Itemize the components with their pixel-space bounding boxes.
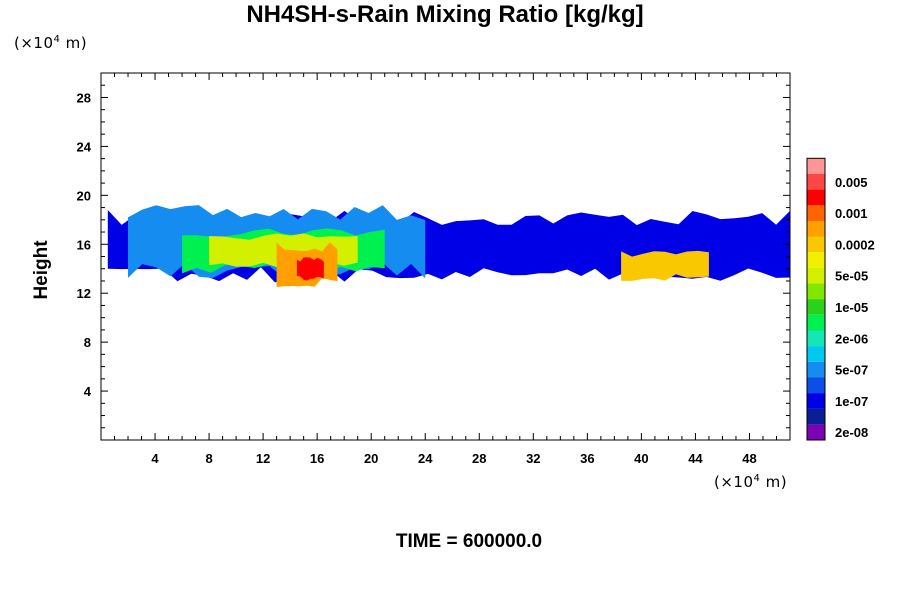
colorbar-swatch (807, 220, 825, 237)
colorbar-swatch (807, 408, 825, 425)
y-tick-label: 16 (77, 237, 91, 252)
chart-title: NH4SH-s-Rain Mixing Ratio [kg/kg] (246, 1, 644, 28)
colorbar-swatch (807, 173, 825, 190)
colorbar-label: 5e-07 (835, 363, 868, 378)
x-tick-label: 28 (472, 451, 486, 466)
x-tick-label: 36 (580, 451, 594, 466)
colorbar-label: 0.005 (835, 175, 868, 190)
x-tick-label: 8 (205, 451, 212, 466)
colorbar-label: 1e-05 (835, 300, 868, 315)
colorbar-label: 2e-06 (835, 331, 868, 346)
x-axis-unit: (×104 m) (714, 473, 788, 491)
colorbar-label: 0.0002 (835, 237, 875, 252)
x-tick-label: 44 (688, 451, 703, 466)
x-tick-label: 32 (526, 451, 540, 466)
colorbar-swatch (807, 158, 825, 174)
colorbar-swatch (807, 330, 825, 347)
y-tick-label: 8 (84, 335, 91, 350)
colorbar: 2e-08 1e-07 5e-07 2e-06 1e-05 5e-05 0.0002 0.00… (806, 157, 875, 441)
colorbar-swatch (807, 283, 825, 300)
mixing-ratio-field (107, 205, 790, 287)
y-axis-unit: (×104 m) (14, 34, 88, 52)
colorbar-swatch (807, 267, 825, 284)
y-tick-label: 4 (84, 384, 92, 399)
colorbar-frame (806, 157, 826, 441)
time-label: TIME = 600000.0 (395, 531, 543, 552)
y-tick-label: 12 (77, 286, 91, 301)
colorbar-label: 5e-05 (835, 269, 868, 284)
y-tick-label: 24 (77, 139, 92, 154)
colorbar-swatch (807, 377, 825, 394)
colorbar-swatch (807, 361, 825, 378)
y-tick-label: 20 (77, 188, 91, 203)
x-tick-label: 20 (364, 451, 378, 466)
colorbar-label: 1e-07 (835, 394, 868, 409)
colorbar-swatch (807, 189, 825, 206)
x-tick-label: 4 (151, 451, 159, 466)
colorbar-swatch (807, 299, 825, 315)
colorbar-swatch (807, 346, 825, 362)
colorbar-swatch (807, 314, 825, 331)
x-tick-label: 24 (418, 451, 433, 466)
colorbar-swatch (807, 252, 825, 268)
colorbar-label: 2e-08 (835, 425, 868, 440)
x-tick-label: 12 (256, 451, 270, 466)
colorbar-label: 0.001 (835, 206, 868, 221)
x-tick-label: 16 (310, 451, 324, 466)
x-tick-label: 40 (634, 451, 648, 466)
colorbar-swatch (807, 393, 825, 409)
x-tick-label: 48 (742, 451, 756, 466)
field-region-6 (296, 257, 324, 281)
colorbar-swatch (807, 424, 825, 441)
y-tick-label: 28 (77, 90, 91, 105)
field-region-7 (621, 250, 709, 281)
colorbar-swatch (807, 236, 825, 253)
colorbar-swatch (807, 205, 825, 221)
